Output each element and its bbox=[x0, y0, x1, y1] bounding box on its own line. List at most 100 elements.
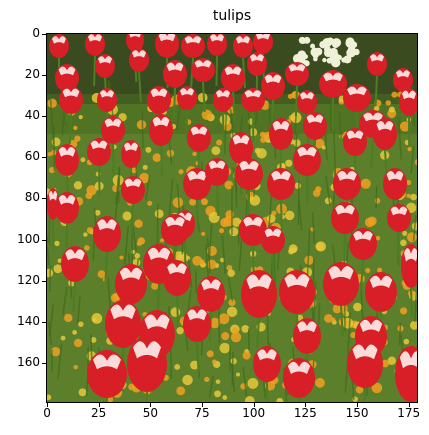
small-flower bbox=[72, 330, 77, 335]
white-flower bbox=[331, 38, 342, 48]
white-flower bbox=[300, 37, 307, 44]
small-flower bbox=[221, 332, 230, 341]
tulip-stem bbox=[196, 341, 200, 373]
stem bbox=[194, 270, 198, 293]
tulip-bloom bbox=[261, 226, 285, 254]
tulip-stem bbox=[160, 145, 164, 177]
small-flower bbox=[294, 182, 301, 189]
y-tick-label: 80 bbox=[24, 190, 40, 205]
small-flower bbox=[160, 238, 165, 243]
tulip-bloom bbox=[161, 214, 189, 246]
tulip-bloom bbox=[331, 202, 359, 234]
white-flower bbox=[292, 53, 303, 64]
tulip-bloom bbox=[387, 204, 411, 232]
tulip-white-edge bbox=[257, 349, 277, 361]
white-flower bbox=[302, 53, 309, 60]
small-flower bbox=[190, 360, 200, 370]
small-flower bbox=[402, 230, 408, 236]
small-flower bbox=[73, 338, 83, 348]
tulip-bloom bbox=[293, 318, 321, 354]
x-tick-label: 100 bbox=[242, 406, 266, 420]
small-flower bbox=[91, 313, 103, 324]
small-flower bbox=[73, 364, 78, 370]
small-flower bbox=[147, 200, 153, 206]
tulip-bloom bbox=[49, 34, 69, 58]
stem bbox=[397, 117, 403, 160]
tulip-stem bbox=[370, 137, 374, 169]
small-flower bbox=[86, 185, 97, 196]
stem bbox=[227, 277, 234, 302]
tulip-bloom bbox=[303, 112, 327, 140]
stem bbox=[52, 124, 56, 171]
small-flower bbox=[216, 139, 223, 146]
x-tick-mark bbox=[47, 403, 49, 407]
tulip-bloom bbox=[191, 58, 215, 82]
tulip-white-edge bbox=[184, 36, 202, 44]
tulip-stem bbox=[176, 295, 180, 327]
x-tick-mark bbox=[150, 403, 152, 407]
small-flower bbox=[54, 240, 60, 247]
white-flower bbox=[350, 41, 358, 49]
small-flower bbox=[406, 232, 417, 243]
tulip-stem bbox=[256, 317, 260, 349]
y-tick-label: 40 bbox=[24, 108, 40, 123]
tulip-bloom bbox=[163, 60, 187, 88]
tulip-bloom bbox=[383, 168, 407, 200]
stem bbox=[375, 185, 378, 209]
tulip-stem bbox=[343, 233, 346, 265]
tulip-white-edge bbox=[147, 247, 171, 260]
tulip-bloom bbox=[319, 70, 347, 98]
tulip-stem bbox=[222, 111, 225, 143]
stem bbox=[145, 175, 151, 201]
small-flower bbox=[407, 147, 412, 152]
tulip-white-edge bbox=[58, 66, 76, 76]
tulip-stem bbox=[374, 75, 378, 107]
tulip-white-edge bbox=[180, 88, 194, 96]
small-flower bbox=[174, 363, 181, 370]
tulip-white-edge bbox=[288, 64, 306, 72]
small-flower bbox=[145, 146, 152, 153]
y-tick-label: 20 bbox=[24, 67, 40, 82]
small-flower bbox=[249, 194, 261, 206]
small-flower bbox=[189, 198, 197, 206]
stem bbox=[412, 215, 417, 242]
small-flower bbox=[385, 100, 391, 106]
small-flower bbox=[230, 331, 242, 343]
tulip-bloom bbox=[183, 306, 211, 342]
tulip-white-edge bbox=[187, 309, 207, 321]
tulip-white-edge bbox=[264, 228, 282, 238]
small-flower bbox=[247, 378, 259, 389]
stem bbox=[317, 303, 321, 325]
tulip-bloom bbox=[343, 128, 367, 156]
white-flower bbox=[303, 60, 310, 67]
tulip-white-edge bbox=[323, 72, 343, 82]
tulip-bloom bbox=[241, 88, 265, 112]
small-flower bbox=[182, 374, 193, 386]
x-tick-mark bbox=[253, 403, 255, 407]
small-flower bbox=[215, 379, 221, 385]
small-flower bbox=[222, 395, 228, 401]
tulip-field-image bbox=[47, 34, 417, 402]
tulip-white-edge bbox=[201, 279, 221, 291]
small-flower bbox=[353, 302, 362, 312]
white-flower bbox=[341, 57, 347, 63]
stem bbox=[208, 224, 213, 259]
small-flower bbox=[170, 307, 181, 318]
x-tick-label: 75 bbox=[194, 406, 210, 420]
small-flower bbox=[212, 359, 217, 365]
small-flower bbox=[136, 120, 147, 130]
small-flower bbox=[371, 382, 383, 394]
small-flower bbox=[57, 258, 62, 263]
tulip-white-edge bbox=[158, 34, 176, 42]
x-tick-mark bbox=[98, 403, 100, 407]
stem bbox=[141, 110, 144, 149]
y-tick-label: 140 bbox=[17, 313, 40, 328]
small-flower bbox=[377, 267, 383, 273]
stem bbox=[48, 321, 52, 345]
tulip-white-edge bbox=[359, 319, 383, 332]
tulip-bloom bbox=[267, 168, 295, 200]
tulip-white-edge bbox=[216, 90, 230, 98]
tulip-bloom bbox=[373, 118, 397, 150]
white-flower bbox=[322, 37, 332, 48]
